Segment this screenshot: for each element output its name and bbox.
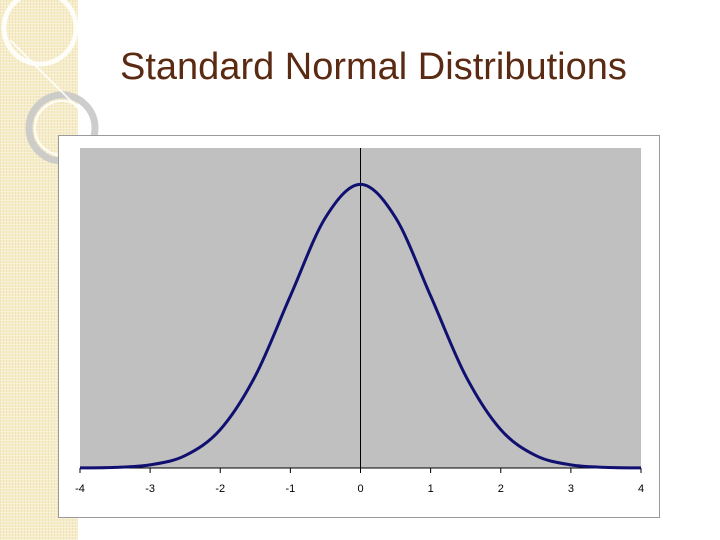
x-tick-label: 1: [428, 483, 434, 495]
x-tick-label: -4: [75, 483, 85, 495]
x-tick-label: -1: [285, 483, 295, 495]
x-tick-label: 2: [498, 483, 504, 495]
x-tick-label: -3: [145, 483, 155, 495]
density-curve: [79, 182, 642, 470]
slide-title: Standard Normal Distributions: [120, 46, 627, 88]
x-tick-label: 3: [568, 483, 574, 495]
normal-distribution-chart: -4 -3 -2 -1 0 1 2 3 4: [75, 148, 644, 495]
x-tick-label: 4: [638, 483, 644, 495]
x-tick-label: 0: [357, 483, 363, 495]
x-tick-label: -2: [215, 483, 225, 495]
chart-frame: -4 -3 -2 -1 0 1 2 3 4: [58, 135, 660, 518]
